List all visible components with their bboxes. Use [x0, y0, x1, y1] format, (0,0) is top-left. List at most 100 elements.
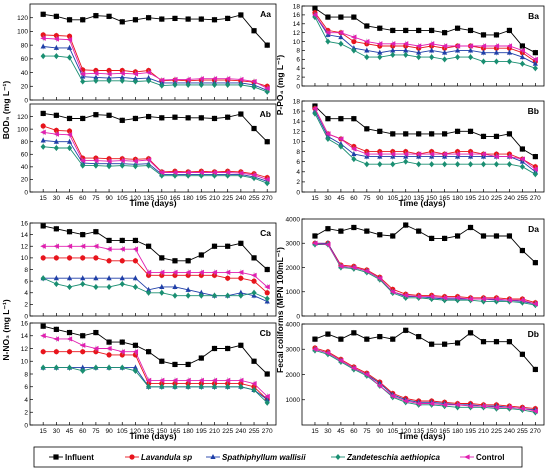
data-point — [224, 377, 231, 383]
data-point — [172, 283, 178, 289]
data-point — [467, 54, 474, 61]
data-point — [80, 349, 86, 355]
data-point — [119, 364, 125, 371]
data-point — [467, 128, 474, 134]
data-point — [159, 255, 165, 261]
data-point — [132, 75, 139, 81]
x-tick-label: 255 — [517, 428, 528, 435]
y-tick-label: 4 — [296, 169, 300, 176]
p-ylabel: P-PO₄ (mg L⁻¹) — [275, 55, 285, 116]
x-tick-label: 240 — [504, 428, 515, 435]
data-point — [185, 292, 191, 299]
data-point — [416, 27, 422, 34]
data-point — [158, 77, 165, 83]
data-point — [337, 263, 344, 269]
data-point — [454, 161, 461, 168]
x-tick-label: 195 — [465, 428, 476, 435]
x-tick-label: 150 — [156, 195, 167, 202]
data-point — [467, 296, 474, 302]
data-point — [467, 27, 474, 34]
data-point — [237, 377, 244, 383]
data-point — [211, 243, 218, 249]
data-point — [441, 43, 448, 49]
data-point — [119, 281, 125, 288]
x-tick-label: 135 — [143, 428, 154, 435]
panel-ba: 0 24 6 8 10 12 14 16 18 Ba — [293, 3, 545, 90]
x-tick-label: 30 — [324, 428, 332, 435]
data-point — [119, 19, 125, 25]
data-point — [119, 117, 125, 123]
data-point — [185, 383, 191, 390]
data-point — [146, 243, 152, 249]
data-point — [350, 365, 357, 371]
data-point — [238, 292, 244, 299]
legend-marker — [53, 454, 59, 460]
legend-label-spathiphyllum: Spathiphyllum wallisii — [222, 453, 306, 462]
series-line-triangle — [314, 110, 536, 173]
series-line-triangle — [315, 242, 536, 305]
data-point — [132, 158, 139, 164]
data-point — [493, 133, 500, 139]
data-point — [53, 138, 59, 144]
data-point — [80, 162, 86, 169]
data-point — [325, 38, 331, 45]
y-tick-label: 0 — [24, 422, 28, 429]
data-point — [146, 113, 152, 120]
y-tick-label: 0 — [296, 83, 300, 90]
x-tick-label: 105 — [387, 195, 398, 202]
data-point — [442, 161, 448, 168]
data-point — [338, 143, 344, 150]
data-point — [532, 56, 538, 62]
panel-tag: Db — [528, 329, 539, 339]
data-point — [237, 76, 244, 83]
data-point — [429, 54, 435, 61]
series-line-circle — [315, 242, 536, 304]
y-tick-label: 60 — [21, 56, 29, 63]
panel-cb: 0 2 4 6 8 10 12 14 16 15 30 45 60 75 90 105 120 135 150 165… — [21, 320, 277, 435]
data-point — [80, 281, 86, 288]
data-point — [80, 17, 86, 23]
data-point — [416, 131, 422, 137]
data-point — [225, 243, 231, 249]
data-point — [251, 272, 257, 278]
data-point — [480, 151, 487, 157]
data-point — [224, 76, 231, 82]
legend-label-lavandula: Lavandula sp — [141, 453, 192, 462]
x-tick-label: 255 — [517, 195, 528, 202]
data-point — [80, 115, 86, 122]
fc-ylabel: Fecal coliforms (MPN 100mL⁻¹) — [275, 247, 285, 373]
data-point — [441, 295, 448, 301]
data-point — [171, 76, 178, 83]
data-point — [251, 278, 257, 284]
data-point — [415, 400, 422, 407]
data-point — [93, 112, 99, 118]
data-point — [119, 246, 125, 252]
data-point — [264, 295, 270, 302]
y-tick-label: 40 — [21, 70, 29, 77]
data-point — [428, 294, 435, 300]
x-tick-label: 240 — [235, 428, 246, 435]
series-line-circle — [314, 347, 536, 410]
data-point — [532, 65, 538, 72]
y-tick-label: 0 — [296, 313, 300, 320]
data-point — [441, 151, 448, 157]
data-point — [159, 383, 165, 390]
x-tick-label: 225 — [491, 428, 502, 435]
data-point — [106, 77, 112, 84]
xlabel-right-bottom: Time (days) — [398, 431, 445, 441]
panel-tag: Da — [528, 224, 539, 234]
data-point — [519, 156, 525, 162]
data-point — [53, 13, 59, 19]
data-point — [428, 400, 435, 407]
x-tick-label: 135 — [143, 195, 154, 202]
y-tick-label: 0 — [24, 97, 28, 104]
data-point — [66, 229, 73, 235]
data-point — [119, 275, 125, 281]
data-point — [66, 37, 73, 43]
data-point — [198, 252, 204, 258]
x-tick-label: 225 — [222, 195, 233, 202]
data-point — [337, 30, 344, 36]
data-point — [350, 264, 357, 271]
data-point — [93, 283, 99, 290]
data-point — [519, 146, 525, 152]
